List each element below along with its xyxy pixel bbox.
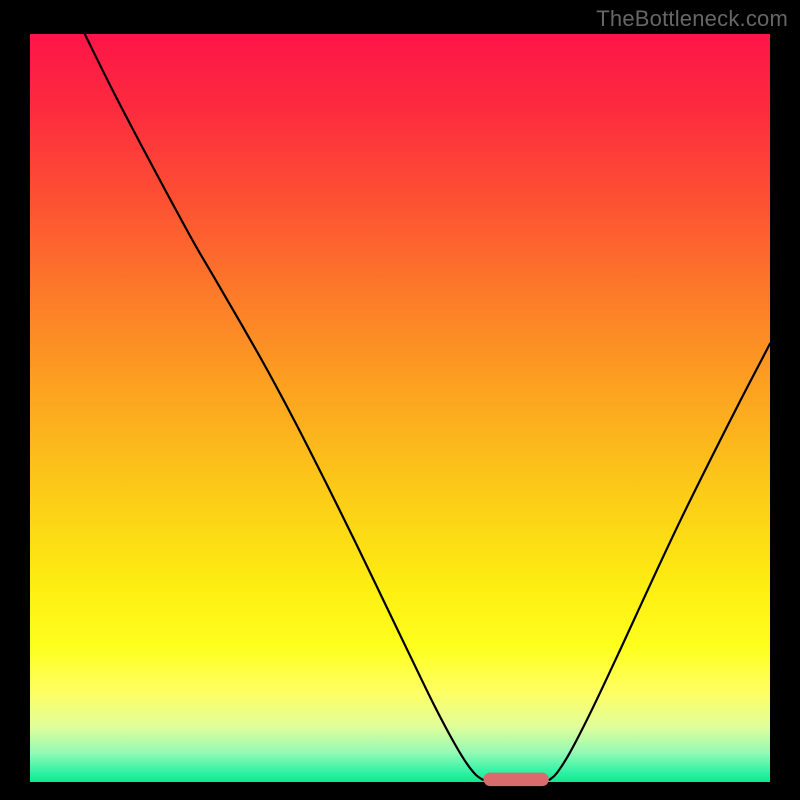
optimal-marker	[484, 773, 549, 786]
bottleneck-chart	[0, 0, 800, 800]
watermark-text: TheBottleneck.com	[596, 6, 788, 32]
chart-canvas: TheBottleneck.com	[0, 0, 800, 800]
